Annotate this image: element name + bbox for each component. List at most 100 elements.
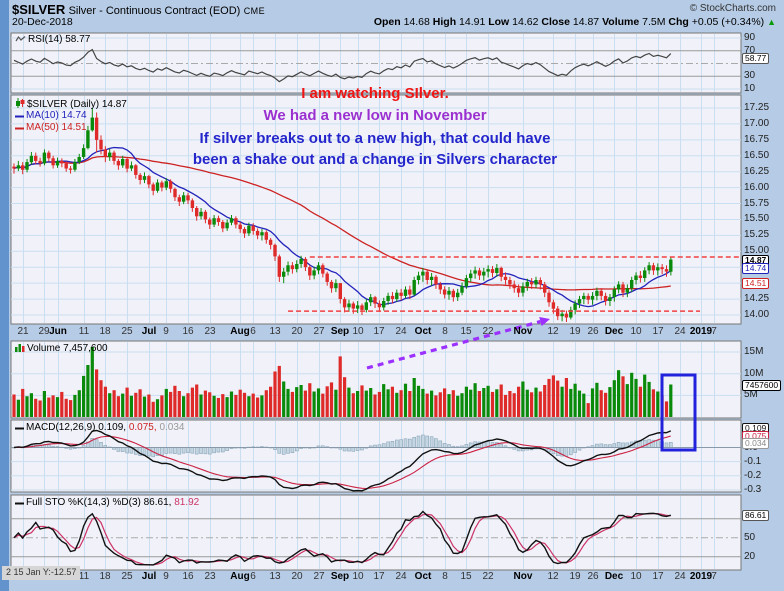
date-tick: 25 [121,326,133,337]
volume-axis-label: 10M [744,368,764,379]
volume-value: 7.5M [642,16,666,28]
rsi-axis-label: 10 [744,83,756,94]
symbol-description: Silver - Continuous Contract (EOD) [68,5,241,17]
price-axis-label: 15.50 [744,213,770,224]
date-tick: 22 [482,326,494,337]
source-credit: © StockCharts.com [689,3,776,14]
price-axis-label: 15.75 [744,198,770,209]
price-axis-label: 14.00 [744,309,770,320]
date-tick: 23 [204,326,216,337]
sto-value-badge: 86.61 [742,510,770,521]
annotation-blue-2: been a shake out and a change in Silvers… [192,151,558,168]
date-tick: 10 [352,326,364,337]
date-tick: 18 [99,571,111,582]
macd-hist-badge: 0.034 [742,438,770,449]
exchange: CME [243,6,266,16]
date-tick: 12 [547,326,559,337]
rsi-axis-label: 90 [744,32,756,43]
left-frame-strip [0,0,9,591]
price-axis-label: 16.50 [744,150,770,161]
date-tick: 17 [373,571,385,582]
quote-readout: Open 14.68 High 14.91 Low 14.62 Close 14… [374,16,776,28]
sto-axis-label: 20 [744,551,756,562]
symbol: $SILVER [12,2,66,17]
date-tick: 19 [569,571,581,582]
date-tick: Jul [141,571,157,582]
low-label: Low [488,16,510,28]
date-tick: 10 [352,571,364,582]
date-tick: 15 [460,326,472,337]
ma50-value-badge: 14.51 [742,278,770,289]
sto-d-value: 81.92 [174,497,200,508]
macd-line-icon [15,423,24,434]
close-value: 14.87 [572,16,600,28]
date-tick: 23 [204,571,216,582]
open-label: Open [373,16,401,28]
annotation-purple: We had a new low in November [263,107,487,124]
macd-hist-value: 0.034 [159,422,185,433]
date-tick: 27 [313,571,325,582]
date-tick: 10 [630,571,642,582]
date-tick: 12 [547,571,559,582]
date-tick: Sep [330,571,350,582]
crosshair-readout: 2 15 Jan Y:-12.57 [2,566,81,580]
price-axis-label: 17.25 [744,102,770,113]
macd-axis-label: -0.2 [744,470,762,481]
macd-value: 0.109, [98,422,127,433]
price-axis-label: 14.25 [744,293,770,304]
date-tick: Dec [604,571,624,582]
date-tick: 22 [482,571,494,582]
date-tick: 8 [442,571,448,582]
chg-value: +0.05 (+0.34%) [691,16,765,28]
rsi-axis-label: 30 [744,70,756,81]
price-axis-label: 17.00 [744,118,770,129]
price-legend: $SILVER (Daily) 14.87 [15,98,127,111]
indicator-line-icon [15,35,26,46]
date-tick: 9 [163,326,169,337]
ma50-line-icon [15,123,24,134]
chg-label: Chg [668,16,689,28]
price-axis-label: 16.25 [744,166,770,177]
date-tick: Nov [513,571,533,582]
date-tick: 29 [38,326,50,337]
date-tick: 21 [17,326,29,337]
volume-label: Volume [602,16,640,28]
chg-up-arrow-icon: ▲ [767,17,776,27]
date-tick: 24 [395,571,407,582]
volume-legend: Volume 7,457,600 [15,343,108,355]
annotation-red: I am watching SIlver. [301,85,449,102]
date-tick: Nov [513,326,533,337]
macd-signal-value: 0.075, [128,422,157,433]
date-tick: 8 [442,326,448,337]
ma10-legend: MA(10) 14.74 [15,110,87,122]
date-tick: 16 [182,326,194,337]
candlestick-icon [15,98,25,111]
sto-line-icon [15,498,24,509]
volume-axis-label: 15M [744,346,764,357]
date-tick: Oct [414,571,432,582]
date-tick: 13 [269,571,281,582]
date-tick: 11 [78,326,90,337]
chart-date: 20-Dec-2018 [12,16,73,28]
sto-axis-label: 50 [744,532,756,543]
rsi-legend: RSI(14) 58.77 [15,34,90,46]
date-tick: Sep [330,326,350,337]
open-value: 14.68 [403,16,430,28]
macd-axis-label: -0.3 [744,484,762,495]
price-axis-label: 15.25 [744,229,770,240]
rsi-axis-label: 70 [744,45,756,56]
date-tick: 26 [587,326,599,337]
date-tick: 2019 [689,326,713,337]
date-tick: 18 [99,326,111,337]
date-tick: Dec [604,326,624,337]
date-tick: 24 [674,571,686,582]
date-tick: 25 [121,571,133,582]
date-tick: 13 [269,326,281,337]
volume-axis-label: 5M [744,389,758,400]
date-tick: Oct [414,326,432,337]
ma10-line-icon [15,111,24,122]
date-tick: Aug [230,571,250,582]
low-value: 14.62 [512,16,539,28]
price-axis-label: 16.00 [744,182,770,193]
